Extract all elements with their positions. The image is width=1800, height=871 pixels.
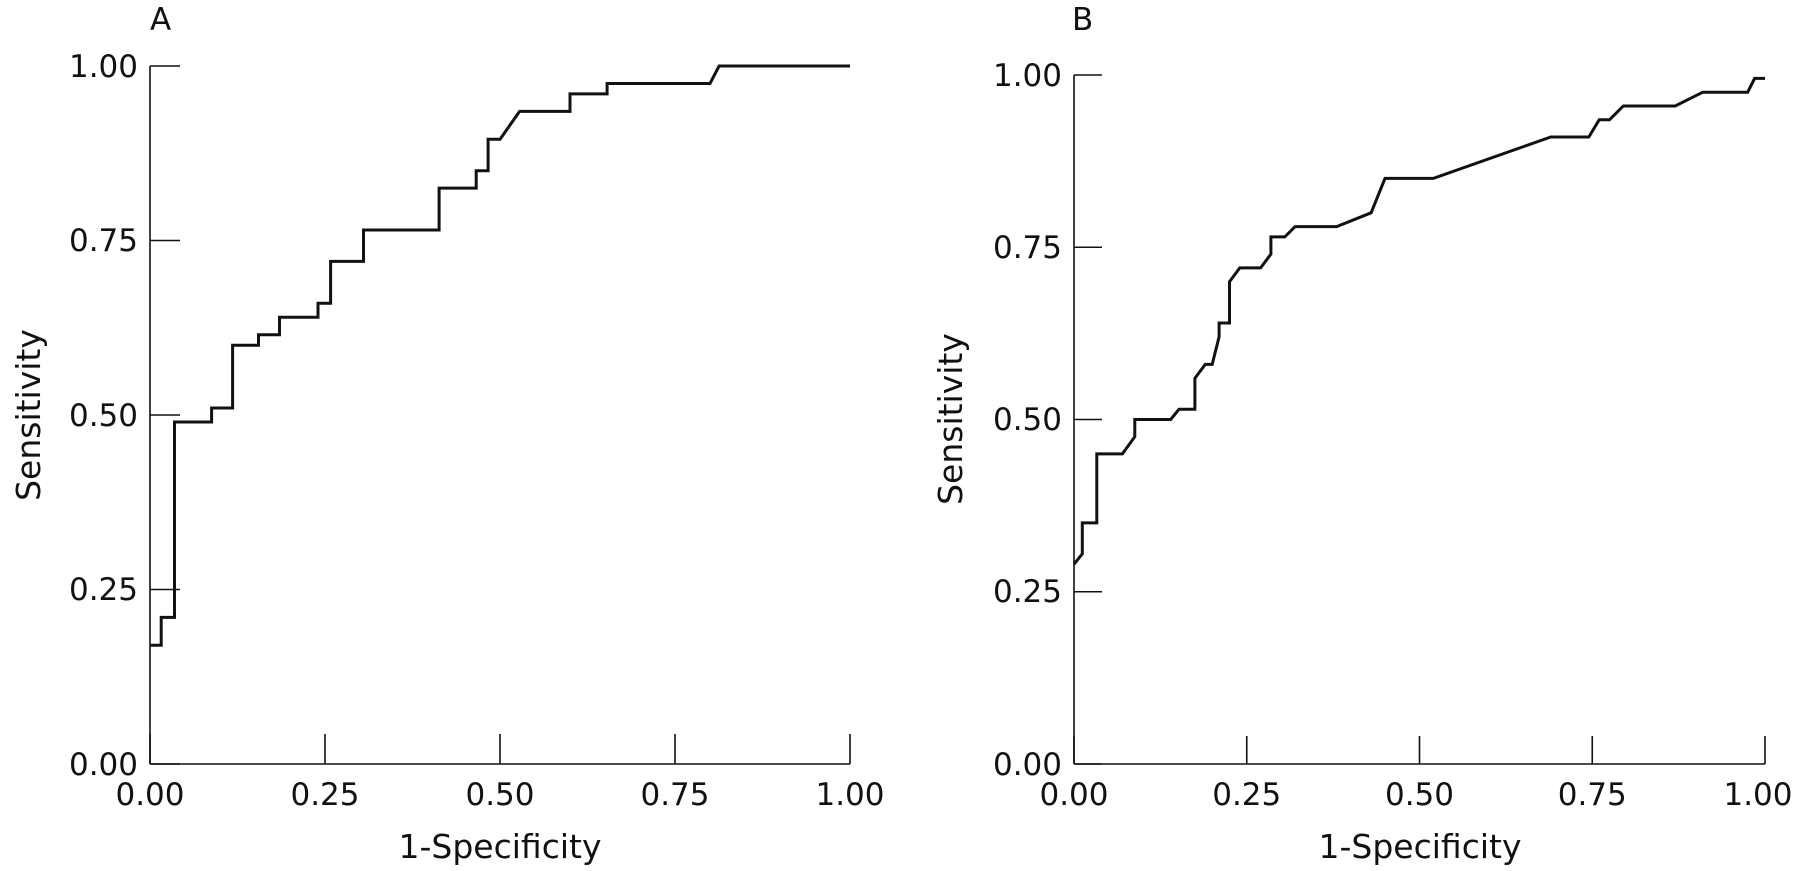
panel-b-x-tick-label: 0.75 <box>1558 777 1627 813</box>
panel-b-y-tick-label: 1.00 <box>993 58 1062 94</box>
panel-b: B 0.00 0.25 0.50 0.75 1.00 0.00 0.25 0.5… <box>931 2 1793 866</box>
panel-a-x-tick-label: 0.25 <box>290 777 359 813</box>
panel-b-y-tick-label: 0.25 <box>993 574 1062 610</box>
panel-a-x-tick-label: 0.00 <box>115 777 184 813</box>
panel-b-y-tick-label: 0.50 <box>993 402 1062 438</box>
panel-b-roc-curve <box>1072 76 1765 566</box>
panel-b-label: B <box>1072 2 1093 38</box>
panel-a-y-tick-label: 0.50 <box>69 398 138 434</box>
panel-a-y-tick-label: 0.25 <box>69 572 138 608</box>
panel-a-x-tick-label: 1.00 <box>815 777 884 813</box>
panel-a-x-ticks: 0.00 0.25 0.50 0.75 1.00 <box>115 734 885 813</box>
panel-a-label: A <box>150 2 171 38</box>
panel-a-x-tick-label: 0.50 <box>465 777 534 813</box>
panel-b-x-tick-label: 0.00 <box>1039 777 1108 813</box>
panel-a-x-tick-label: 0.75 <box>640 777 709 813</box>
panel-b-x-axis-title: 1-Specificity <box>1319 827 1522 866</box>
panel-b-y-tick-label: 0.00 <box>993 747 1062 783</box>
panel-a-y-axis-title: Sensitivity <box>9 329 48 501</box>
panel-b-y-ticks: 0.00 0.25 0.50 0.75 1.00 <box>993 58 1102 783</box>
panel-b-x-tick-label: 1.00 <box>1723 777 1792 813</box>
panel-a-roc-curve <box>150 64 850 647</box>
panel-b-x-tick-label: 0.25 <box>1212 777 1281 813</box>
panel-a: A 0.00 0.25 0.50 0.75 1.00 0.00 0.25 0.5… <box>9 2 885 866</box>
panel-a-y-tick-label: 1.00 <box>69 49 138 85</box>
panel-b-x-tick-label: 0.50 <box>1385 777 1454 813</box>
panel-b-x-ticks: 0.00 0.25 0.50 0.75 1.00 <box>1039 736 1793 813</box>
panel-a-x-axis-title: 1-Specificity <box>399 827 602 866</box>
panel-a-y-tick-label: 0.75 <box>69 223 138 259</box>
panel-b-y-axis-title: Sensitivity <box>931 333 970 505</box>
panel-a-y-tick-label: 0.00 <box>69 747 138 783</box>
panel-a-y-ticks: 0.00 0.25 0.50 0.75 1.00 <box>69 49 180 783</box>
panel-b-y-tick-label: 0.75 <box>993 230 1062 266</box>
